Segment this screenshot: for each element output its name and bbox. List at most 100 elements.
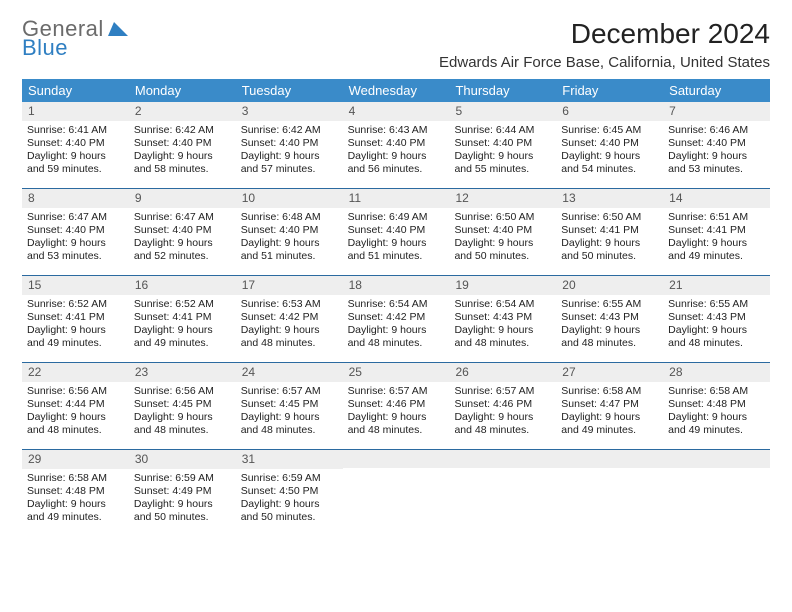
day-content: Sunrise: 6:43 AMSunset: 4:40 PMDaylight:… [343, 124, 450, 177]
sunrise-text: Sunrise: 6:45 AM [561, 124, 658, 137]
calendar-day-cell [663, 450, 770, 536]
daylight-text: Daylight: 9 hours [241, 411, 338, 424]
sunset-text: Sunset: 4:48 PM [668, 398, 765, 411]
sunrise-text: Sunrise: 6:47 AM [27, 211, 124, 224]
sunrise-text: Sunrise: 6:55 AM [668, 298, 765, 311]
sunrise-text: Sunrise: 6:53 AM [241, 298, 338, 311]
sunset-text: Sunset: 4:40 PM [668, 137, 765, 150]
day-content: Sunrise: 6:47 AMSunset: 4:40 PMDaylight:… [129, 211, 236, 264]
calendar-day-cell [556, 450, 663, 536]
sunrise-text: Sunrise: 6:56 AM [27, 385, 124, 398]
sunrise-text: Sunrise: 6:57 AM [241, 385, 338, 398]
sunrise-text: Sunrise: 6:42 AM [241, 124, 338, 137]
sunset-text: Sunset: 4:45 PM [134, 398, 231, 411]
calendar-day-cell: 11Sunrise: 6:49 AMSunset: 4:40 PMDayligh… [343, 189, 450, 275]
daylight-text: and 49 minutes. [668, 250, 765, 263]
sunrise-text: Sunrise: 6:41 AM [27, 124, 124, 137]
sunset-text: Sunset: 4:41 PM [561, 224, 658, 237]
day-content: Sunrise: 6:46 AMSunset: 4:40 PMDaylight:… [663, 124, 770, 177]
calendar-week-row: 15Sunrise: 6:52 AMSunset: 4:41 PMDayligh… [22, 276, 770, 363]
sunset-text: Sunset: 4:43 PM [668, 311, 765, 324]
daylight-text: Daylight: 9 hours [561, 411, 658, 424]
day-number: 7 [663, 102, 770, 121]
daylight-text: Daylight: 9 hours [348, 237, 445, 250]
day-number: 27 [556, 363, 663, 382]
daylight-text: Daylight: 9 hours [241, 498, 338, 511]
day-content: Sunrise: 6:42 AMSunset: 4:40 PMDaylight:… [236, 124, 343, 177]
day-content: Sunrise: 6:50 AMSunset: 4:40 PMDaylight:… [449, 211, 556, 264]
calendar-day-cell: 12Sunrise: 6:50 AMSunset: 4:40 PMDayligh… [449, 189, 556, 275]
daylight-text: Daylight: 9 hours [454, 237, 551, 250]
sunset-text: Sunset: 4:42 PM [241, 311, 338, 324]
day-number [449, 450, 556, 468]
calendar-day-cell: 25Sunrise: 6:57 AMSunset: 4:46 PMDayligh… [343, 363, 450, 449]
sunrise-text: Sunrise: 6:44 AM [454, 124, 551, 137]
daylight-text: and 58 minutes. [134, 163, 231, 176]
daylight-text: and 48 minutes. [27, 424, 124, 437]
sunset-text: Sunset: 4:46 PM [454, 398, 551, 411]
calendar-day-cell: 15Sunrise: 6:52 AMSunset: 4:41 PMDayligh… [22, 276, 129, 362]
day-content: Sunrise: 6:48 AMSunset: 4:40 PMDaylight:… [236, 211, 343, 264]
sunrise-text: Sunrise: 6:59 AM [134, 472, 231, 485]
calendar-day-cell: 26Sunrise: 6:57 AMSunset: 4:46 PMDayligh… [449, 363, 556, 449]
day-content: Sunrise: 6:55 AMSunset: 4:43 PMDaylight:… [663, 298, 770, 351]
sunset-text: Sunset: 4:40 PM [561, 137, 658, 150]
weekday-header: Monday [129, 79, 236, 102]
calendar-day-cell: 17Sunrise: 6:53 AMSunset: 4:42 PMDayligh… [236, 276, 343, 362]
day-content: Sunrise: 6:52 AMSunset: 4:41 PMDaylight:… [22, 298, 129, 351]
day-number: 4 [343, 102, 450, 121]
daylight-text: Daylight: 9 hours [454, 324, 551, 337]
calendar-day-cell: 20Sunrise: 6:55 AMSunset: 4:43 PMDayligh… [556, 276, 663, 362]
day-content: Sunrise: 6:56 AMSunset: 4:44 PMDaylight:… [22, 385, 129, 438]
sunrise-text: Sunrise: 6:54 AM [348, 298, 445, 311]
sunrise-text: Sunrise: 6:43 AM [348, 124, 445, 137]
sunset-text: Sunset: 4:41 PM [668, 224, 765, 237]
day-number: 22 [22, 363, 129, 382]
day-number: 6 [556, 102, 663, 121]
sunset-text: Sunset: 4:43 PM [561, 311, 658, 324]
weekday-header: Sunday [22, 79, 129, 102]
daylight-text: Daylight: 9 hours [134, 498, 231, 511]
day-content: Sunrise: 6:41 AMSunset: 4:40 PMDaylight:… [22, 124, 129, 177]
day-content: Sunrise: 6:44 AMSunset: 4:40 PMDaylight:… [449, 124, 556, 177]
daylight-text: Daylight: 9 hours [668, 411, 765, 424]
day-content: Sunrise: 6:51 AMSunset: 4:41 PMDaylight:… [663, 211, 770, 264]
calendar-day-cell: 1 Sunrise: 6:41 AMSunset: 4:40 PMDaylight… [22, 102, 129, 188]
sunset-text: Sunset: 4:41 PM [27, 311, 124, 324]
calendar-day-cell: 18Sunrise: 6:54 AMSunset: 4:42 PMDayligh… [343, 276, 450, 362]
daylight-text: and 50 minutes. [134, 511, 231, 524]
daylight-text: Daylight: 9 hours [348, 411, 445, 424]
daylight-text: and 51 minutes. [348, 250, 445, 263]
daylight-text: and 50 minutes. [241, 511, 338, 524]
daylight-text: and 48 minutes. [241, 337, 338, 350]
daylight-text: Daylight: 9 hours [134, 237, 231, 250]
daylight-text: and 48 minutes. [454, 424, 551, 437]
day-content: Sunrise: 6:57 AMSunset: 4:46 PMDaylight:… [449, 385, 556, 438]
day-content: Sunrise: 6:50 AMSunset: 4:41 PMDaylight:… [556, 211, 663, 264]
day-number: 23 [129, 363, 236, 382]
daylight-text: and 55 minutes. [454, 163, 551, 176]
weekday-header: Tuesday [236, 79, 343, 102]
sunrise-text: Sunrise: 6:57 AM [454, 385, 551, 398]
sunrise-text: Sunrise: 6:48 AM [241, 211, 338, 224]
sunset-text: Sunset: 4:50 PM [241, 485, 338, 498]
day-content: Sunrise: 6:58 AMSunset: 4:47 PMDaylight:… [556, 385, 663, 438]
day-content: Sunrise: 6:58 AMSunset: 4:48 PMDaylight:… [22, 472, 129, 525]
sunset-text: Sunset: 4:40 PM [241, 224, 338, 237]
daylight-text: Daylight: 9 hours [668, 150, 765, 163]
daylight-text: Daylight: 9 hours [561, 324, 658, 337]
daylight-text: and 49 minutes. [134, 337, 231, 350]
daylight-text: and 49 minutes. [668, 424, 765, 437]
sunrise-text: Sunrise: 6:42 AM [134, 124, 231, 137]
sunset-text: Sunset: 4:40 PM [348, 137, 445, 150]
sunset-text: Sunset: 4:44 PM [27, 398, 124, 411]
day-content: Sunrise: 6:54 AMSunset: 4:43 PMDaylight:… [449, 298, 556, 351]
day-content: Sunrise: 6:58 AMSunset: 4:48 PMDaylight:… [663, 385, 770, 438]
daylight-text: Daylight: 9 hours [561, 237, 658, 250]
day-number: 10 [236, 189, 343, 208]
day-number: 1 [22, 102, 129, 121]
calendar-day-cell: 3Sunrise: 6:42 AMSunset: 4:40 PMDaylight… [236, 102, 343, 188]
calendar-day-cell: 13Sunrise: 6:50 AMSunset: 4:41 PMDayligh… [556, 189, 663, 275]
sunrise-text: Sunrise: 6:58 AM [668, 385, 765, 398]
day-content: Sunrise: 6:52 AMSunset: 4:41 PMDaylight:… [129, 298, 236, 351]
